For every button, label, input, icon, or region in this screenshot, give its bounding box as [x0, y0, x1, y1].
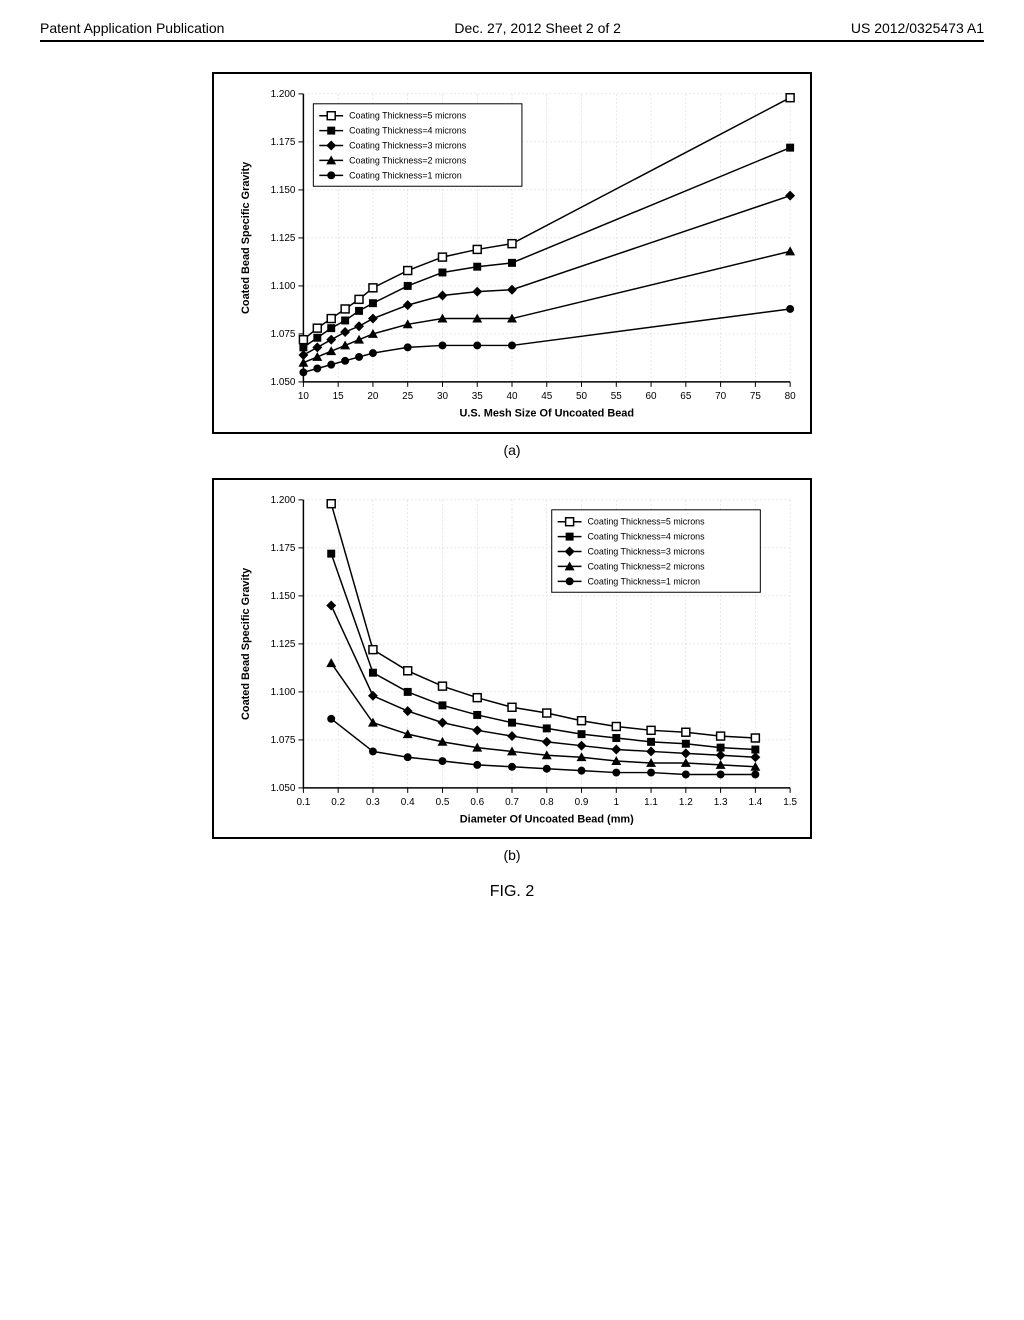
subplot-label-a: (a) [212, 442, 812, 458]
svg-text:0.2: 0.2 [331, 796, 345, 807]
svg-text:1.075: 1.075 [271, 734, 296, 745]
figure-label: FIG. 2 [40, 883, 984, 901]
svg-text:Coated Bead Specific Gravity: Coated Bead Specific Gravity [240, 162, 252, 314]
svg-text:1.175: 1.175 [271, 542, 296, 553]
svg-text:55: 55 [611, 391, 623, 402]
svg-text:Coating Thickness=2 microns: Coating Thickness=2 microns [349, 155, 467, 165]
svg-text:70: 70 [715, 391, 727, 402]
svg-text:50: 50 [576, 391, 588, 402]
svg-text:0.6: 0.6 [470, 796, 484, 807]
svg-text:0.3: 0.3 [366, 796, 380, 807]
svg-text:1.125: 1.125 [271, 233, 296, 244]
svg-text:35: 35 [472, 391, 484, 402]
chart-a-svg: 10 15 20 25 30 35 40 45 50 55 60 65 70 75 80 1.050 1.075… [214, 74, 810, 432]
svg-text:Coating Thickness=1 micron: Coating Thickness=1 micron [587, 576, 700, 586]
svg-text:Coated Bead Specific Gravity: Coated Bead Specific Gravity [240, 567, 252, 719]
svg-text:15: 15 [333, 391, 345, 402]
svg-text:10: 10 [298, 391, 310, 402]
svg-text:1.100: 1.100 [271, 686, 296, 697]
svg-text:40: 40 [506, 391, 518, 402]
svg-text:0.9: 0.9 [575, 796, 589, 807]
svg-text:Coating Thickness=4 microns: Coating Thickness=4 microns [587, 531, 705, 541]
page-header: Patent Application Publication Dec. 27, … [40, 20, 984, 42]
svg-text:1.3: 1.3 [714, 796, 728, 807]
svg-text:1.200: 1.200 [271, 89, 296, 100]
svg-text:25: 25 [402, 391, 414, 402]
svg-text:20: 20 [367, 391, 379, 402]
svg-text:1.050: 1.050 [271, 377, 296, 388]
svg-text:60: 60 [646, 391, 658, 402]
svg-text:1.100: 1.100 [271, 281, 296, 292]
svg-text:0.5: 0.5 [436, 796, 450, 807]
svg-text:1.4: 1.4 [748, 796, 762, 807]
svg-text:1.125: 1.125 [271, 638, 296, 649]
svg-text:75: 75 [750, 391, 762, 402]
svg-text:Coating Thickness=4 microns: Coating Thickness=4 microns [349, 126, 467, 136]
svg-text:U.S. Mesh Size Of Uncoated Bea: U.S. Mesh Size Of Uncoated Bead [459, 408, 634, 420]
svg-text:0.4: 0.4 [401, 796, 415, 807]
subplot-label-b: (b) [212, 847, 812, 863]
svg-text:65: 65 [680, 391, 692, 402]
svg-text:1.200: 1.200 [271, 494, 296, 505]
svg-text:0.1: 0.1 [297, 796, 311, 807]
svg-text:1.050: 1.050 [271, 783, 296, 794]
svg-text:Coating Thickness=2 microns: Coating Thickness=2 microns [587, 561, 705, 571]
header-right: US 2012/0325473 A1 [851, 20, 984, 36]
svg-text:Coating Thickness=5 microns: Coating Thickness=5 microns [587, 516, 705, 526]
svg-text:1.150: 1.150 [271, 185, 296, 196]
svg-text:0.7: 0.7 [505, 796, 519, 807]
header-center: Dec. 27, 2012 Sheet 2 of 2 [454, 20, 621, 36]
chart-b-svg: 0.1 0.2 0.3 0.4 0.5 0.6 0.7 0.8 0.9 1 1.1 1.2 1.3 1.4… [214, 480, 810, 838]
svg-text:1.150: 1.150 [271, 590, 296, 601]
svg-text:1.075: 1.075 [271, 329, 296, 340]
header-left: Patent Application Publication [40, 20, 224, 36]
svg-text:Coating Thickness=3 microns: Coating Thickness=3 microns [587, 546, 705, 556]
chart-a-container: 10 15 20 25 30 35 40 45 50 55 60 65 70 75 80 1.050 1.075… [212, 72, 812, 458]
svg-text:Diameter Of Uncoated Bead (mm): Diameter Of Uncoated Bead (mm) [460, 813, 634, 825]
svg-text:1.5: 1.5 [783, 796, 797, 807]
chart-b-frame: 0.1 0.2 0.3 0.4 0.5 0.6 0.7 0.8 0.9 1 1.1 1.2 1.3 1.4… [212, 478, 812, 840]
svg-text:1: 1 [614, 796, 620, 807]
svg-text:1.2: 1.2 [679, 796, 693, 807]
svg-text:0.8: 0.8 [540, 796, 554, 807]
svg-text:1.1: 1.1 [644, 796, 658, 807]
svg-text:Coating Thickness=1 micron: Coating Thickness=1 micron [349, 170, 462, 180]
svg-text:30: 30 [437, 391, 449, 402]
svg-text:1.175: 1.175 [271, 137, 296, 148]
svg-text:Coating Thickness=3 microns: Coating Thickness=3 microns [349, 140, 467, 150]
chart-a-frame: 10 15 20 25 30 35 40 45 50 55 60 65 70 75 80 1.050 1.075… [212, 72, 812, 434]
svg-text:Coating Thickness=5 microns: Coating Thickness=5 microns [349, 111, 467, 121]
chart-b-container: 0.1 0.2 0.3 0.4 0.5 0.6 0.7 0.8 0.9 1 1.1 1.2 1.3 1.4… [212, 478, 812, 864]
svg-text:45: 45 [541, 391, 553, 402]
svg-text:80: 80 [785, 391, 797, 402]
